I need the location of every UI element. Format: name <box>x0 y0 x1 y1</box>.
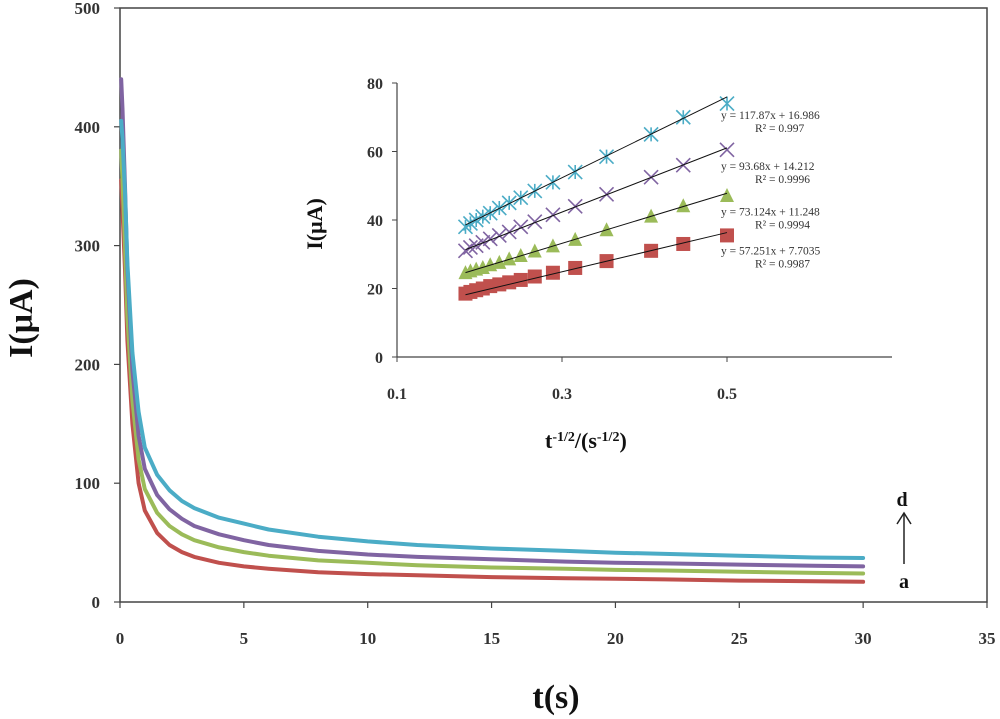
main-x-tick-label: 5 <box>240 629 249 648</box>
annotation-top-label: d <box>896 489 907 511</box>
inset-x-axis-title: t-1/2/(s-1/2) <box>545 428 627 453</box>
main-x-tick-label: 0 <box>116 629 125 648</box>
main-y-tick-label: 300 <box>75 237 101 256</box>
main-x-tick-label: 25 <box>731 629 748 648</box>
inset-y-tick-label: 60 <box>367 145 383 162</box>
inset-equation-b: y = 73.124x + 11.248 <box>721 206 820 218</box>
annotation-bottom-label: a <box>899 571 909 593</box>
inset-equation-a: y = 57.251x + 7.7035 <box>721 246 820 258</box>
inset-marker-c <box>567 198 583 214</box>
inset-marker-b <box>545 238 560 253</box>
inset-series-markers <box>457 95 735 301</box>
inset-marker-d <box>567 164 583 180</box>
inset-y-tick-label: 80 <box>367 76 383 93</box>
inset-marker-c <box>719 142 735 158</box>
inset-marker-b <box>527 243 542 258</box>
inset-marker-c <box>501 224 517 240</box>
inset-trendline-d <box>465 96 728 226</box>
inset-marker-b <box>720 188 734 203</box>
inset-equation-d: y = 117.87x + 16.986 <box>721 110 820 122</box>
main-x-tick-label: 10 <box>359 629 376 648</box>
inset-marker-c <box>482 231 498 247</box>
main-x-axis-title: t(s) <box>532 679 579 716</box>
inset-marker-a <box>527 269 542 284</box>
inset-y-tick-label: 20 <box>367 282 383 299</box>
inset-r2-c: R² = 0.9996 <box>755 174 810 186</box>
inset-marker-a <box>502 275 517 290</box>
inset-marker-a <box>676 236 691 251</box>
main-x-tick-label: 35 <box>979 629 996 648</box>
main-y-axis-title: I(μA) <box>3 278 40 358</box>
inset-marker-a <box>513 272 528 287</box>
main-x-tick-label: 15 <box>483 629 500 648</box>
inset-marker-a <box>720 228 734 243</box>
inset-marker-c <box>513 219 529 235</box>
inset-r2-a: R² = 0.9987 <box>755 259 810 271</box>
main-y-tick-label: 400 <box>75 118 101 137</box>
inset-r2-d: R² = 0.997 <box>755 123 804 135</box>
main-series-lines <box>119 77 866 584</box>
inset-trendline-c <box>465 147 728 251</box>
inset-axis-ticks: 0.1 0.3 0.5 0 20 40 60 80 <box>367 76 737 403</box>
main-y-tick-label: 500 <box>75 0 101 18</box>
inset-x-tick-label: 0.3 <box>552 386 572 403</box>
inset-marker-d <box>719 95 735 112</box>
inset-r2-b: R² = 0.9994 <box>755 219 810 231</box>
main-plot-frame <box>119 7 988 603</box>
main-x-tick-label: 30 <box>855 629 872 648</box>
inset-marker-c <box>527 214 543 230</box>
inset-trendline-a <box>465 232 728 296</box>
inset-marker-b <box>644 208 659 223</box>
inset-x-tick-label: 0.5 <box>717 386 737 403</box>
main-x-tick-label: 20 <box>607 629 624 648</box>
annotation-arrow-head <box>896 511 912 525</box>
inset-equation-c: y = 93.68x + 14.212 <box>721 161 815 173</box>
inset-marker-b <box>513 247 528 262</box>
inset-chart: I(μA) t-1/2/(s-1/2) 0.1 0.3 0.5 0 20 40 60 80 y… <box>302 76 892 453</box>
main-y-tick-label: 100 <box>75 474 101 493</box>
inset-marker-c <box>475 234 491 250</box>
main-series-line-b <box>119 148 866 576</box>
inset-marker-c <box>545 207 561 223</box>
inset-marker-b <box>676 198 691 213</box>
main-y-tick-label: 0 <box>92 593 101 612</box>
inset-trendline-b <box>465 192 728 274</box>
inset-y-tick-label: 0 <box>375 350 383 367</box>
inset-marker-a <box>568 260 583 275</box>
inset-marker-d <box>675 109 691 125</box>
main-series-line-c <box>119 77 866 569</box>
inset-y-tick-label: 40 <box>367 213 383 230</box>
main-y-tick-label: 200 <box>75 355 101 374</box>
main-series-line-d <box>119 118 866 560</box>
inset-marker-c <box>491 227 507 243</box>
inset-marker-a <box>545 265 560 280</box>
inset-marker-b <box>502 251 517 266</box>
inset-x-tick-label: 0.1 <box>387 386 407 403</box>
inset-marker-d <box>501 195 517 211</box>
inset-y-axis-title: I(μA) <box>302 198 327 250</box>
inset-marker-b <box>599 222 614 237</box>
inset-marker-d <box>598 149 615 165</box>
